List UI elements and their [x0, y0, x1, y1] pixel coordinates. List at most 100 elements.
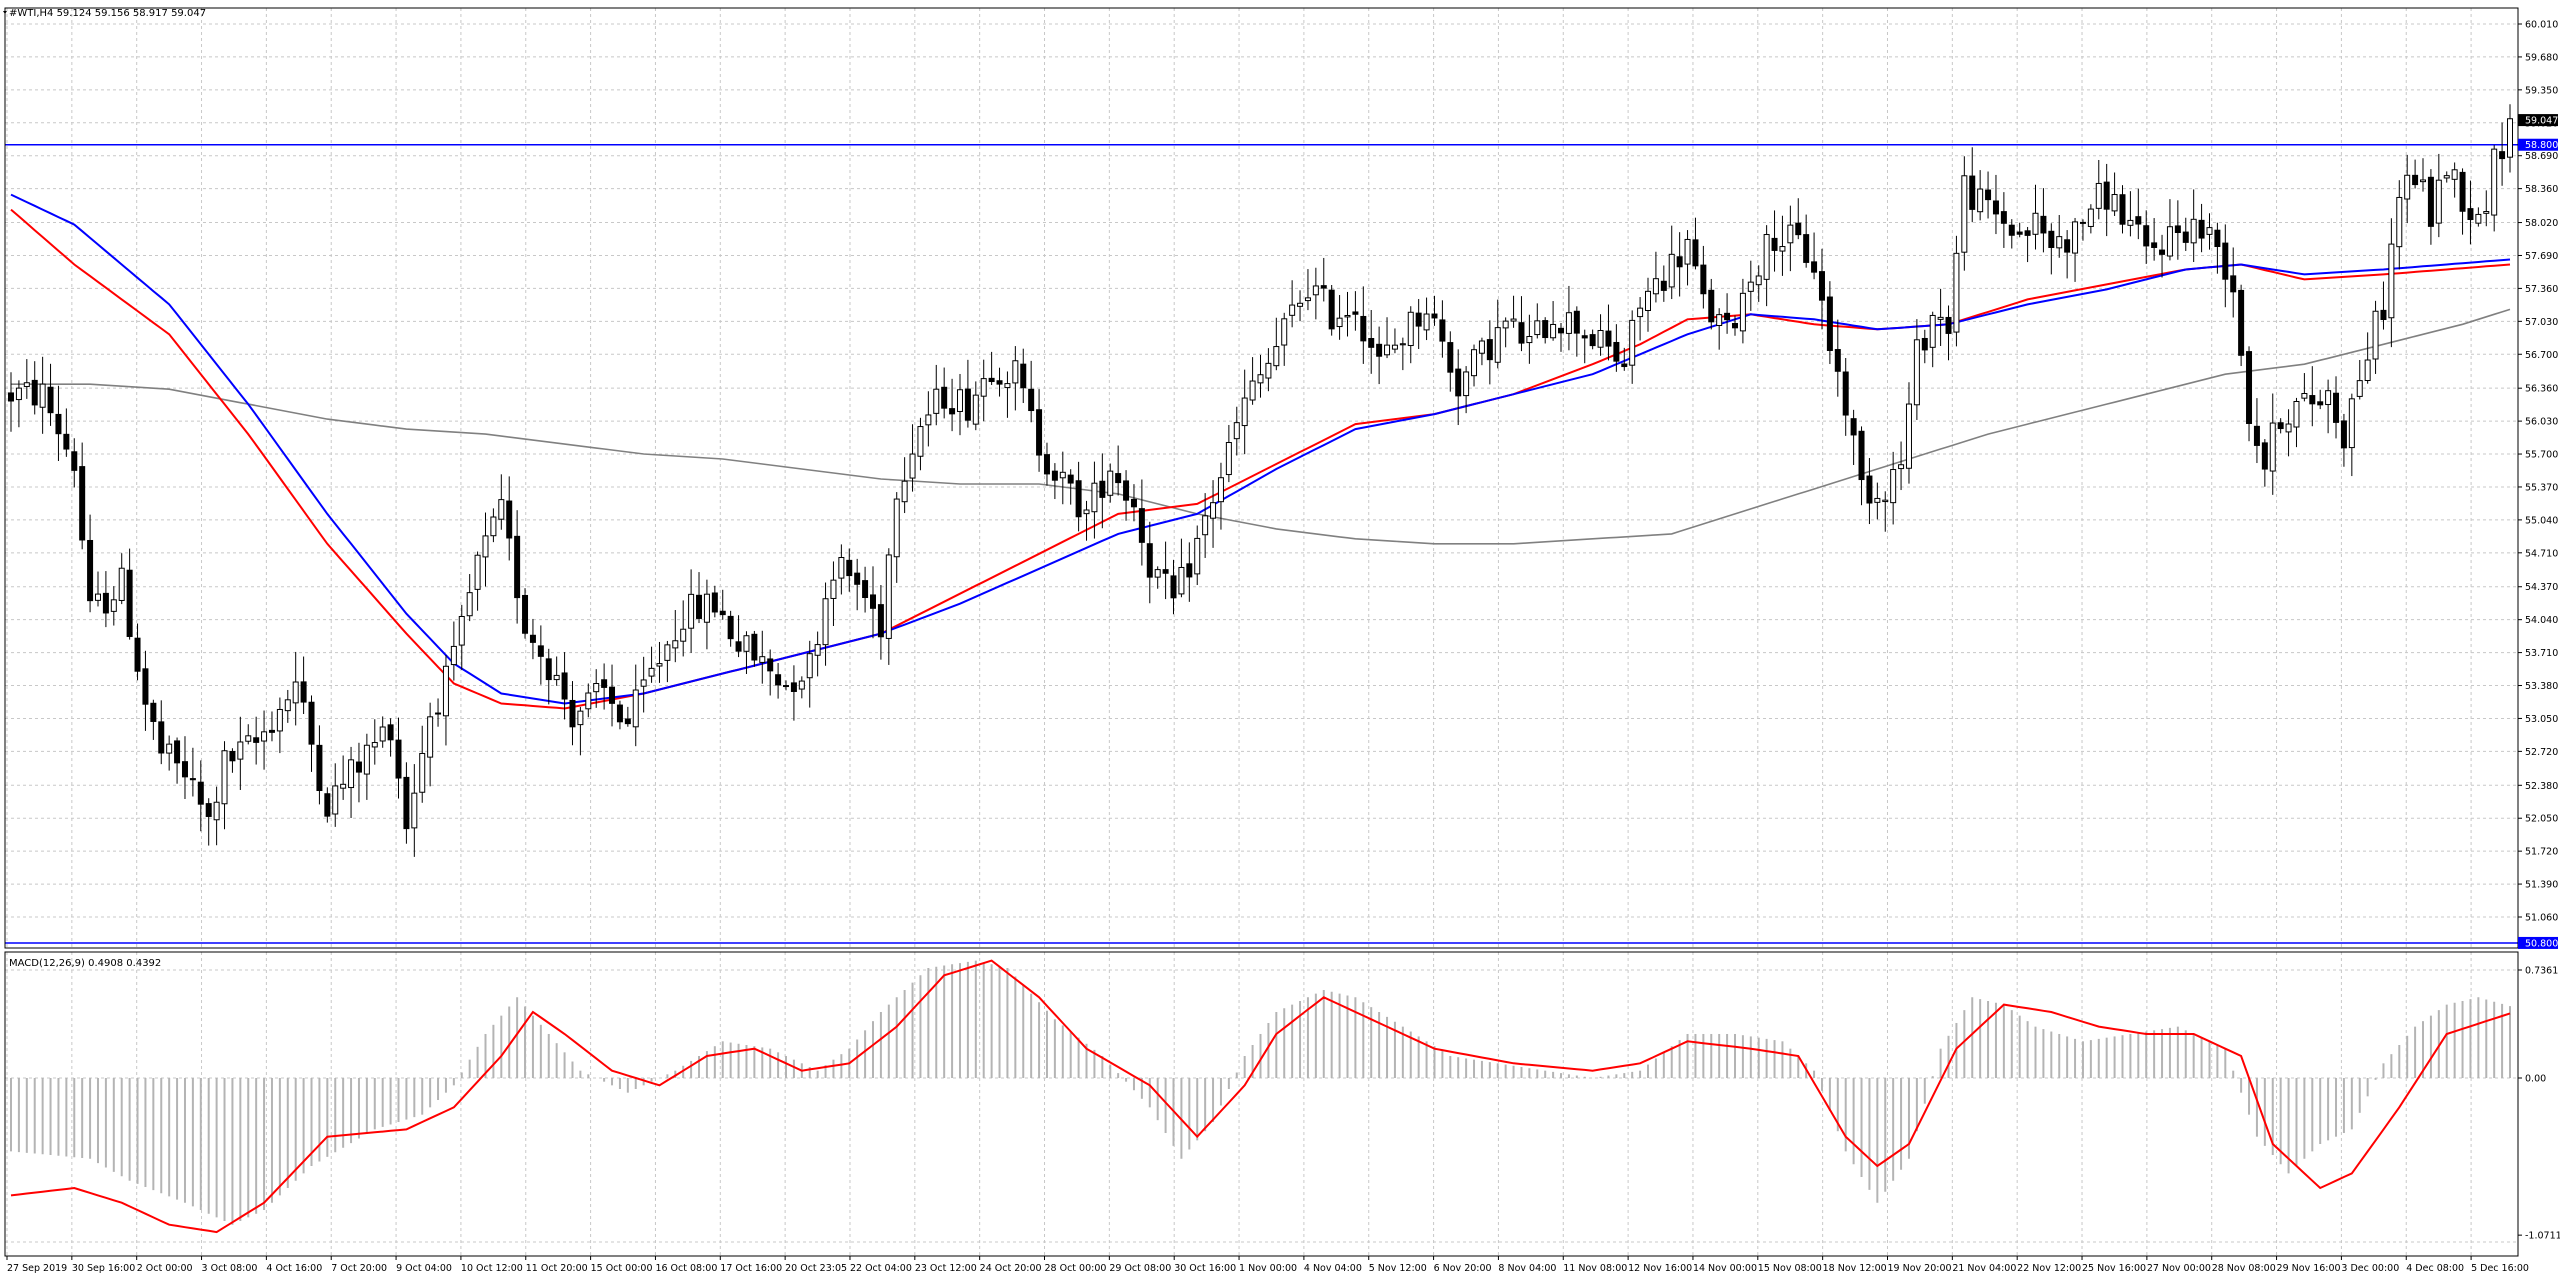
candle-body	[1708, 289, 1715, 323]
candle-body	[427, 716, 434, 758]
candle-body	[174, 740, 181, 764]
candle-body	[1225, 442, 1232, 476]
candle-body	[2040, 215, 2047, 234]
candle-body	[1043, 454, 1050, 475]
candle-body	[2222, 242, 2229, 280]
candle-body	[1249, 380, 1256, 401]
candle-body	[1012, 360, 1019, 384]
time-tick-label: 10 Oct 12:00	[461, 1263, 523, 1274]
candle-body	[348, 759, 355, 789]
candle-body	[529, 634, 536, 643]
candle-body	[245, 735, 252, 742]
candle-body	[2008, 224, 2015, 236]
candle-body	[1724, 312, 1731, 321]
time-tick-label: 6 Nov 20:00	[1434, 1263, 1492, 1274]
candle-body	[419, 752, 426, 793]
candle-body	[1613, 341, 1620, 362]
candle-body	[1913, 339, 1920, 406]
price-tick-label: 51.390	[2525, 880, 2558, 891]
candle-body	[561, 672, 568, 700]
candle-body	[751, 633, 758, 661]
candle-body	[862, 580, 869, 599]
candle-body	[1842, 371, 1849, 416]
candle-body	[1977, 188, 1984, 213]
price-tick-label: 59.350	[2525, 85, 2558, 96]
candle-body	[2301, 393, 2308, 399]
candle-body	[743, 635, 750, 652]
candle-body	[2198, 219, 2205, 239]
candle-body	[609, 686, 616, 704]
time-tick-label: 7 Oct 20:00	[331, 1263, 387, 1274]
candle-body	[759, 656, 766, 663]
candle-body	[972, 394, 979, 425]
current-price-label-bg	[2518, 114, 2558, 127]
candle-body	[1352, 311, 1359, 315]
candle-body	[664, 644, 671, 661]
candle-body	[213, 801, 220, 821]
time-tick-label: 4 Oct 16:00	[266, 1263, 322, 1274]
candle-body	[1083, 509, 1090, 515]
time-tick-label: 29 Nov 16:00	[2277, 1263, 2341, 1274]
candle-body	[1645, 290, 1652, 312]
candle-body	[142, 668, 149, 705]
candle-body	[2230, 275, 2237, 293]
candle-body	[2032, 212, 2039, 235]
price-axis: 60.01059.68059.35059.02058.69058.36058.0…	[2518, 20, 2558, 949]
price-tick-label: 54.370	[2525, 582, 2558, 593]
candle-body	[47, 386, 54, 414]
hline-upper-label-bg	[2518, 138, 2558, 151]
candle-body	[8, 392, 14, 402]
candle-body	[822, 598, 829, 646]
candle-body	[466, 592, 473, 617]
candle-body	[2443, 175, 2450, 179]
candle-body	[300, 681, 307, 703]
candle-body	[806, 653, 813, 679]
candle-body	[1953, 252, 1960, 333]
horizontal-lines[interactable]	[5, 143, 2518, 944]
candle-body	[585, 692, 592, 710]
candle-body	[1051, 470, 1058, 481]
candle-body	[1486, 339, 1493, 361]
candle-body	[2285, 423, 2292, 433]
candle-body	[672, 640, 679, 649]
candle-body	[1463, 371, 1470, 397]
candle-body	[2325, 390, 2332, 406]
candle-body	[197, 781, 204, 805]
candle-body	[395, 739, 402, 779]
candle-body	[2135, 216, 2142, 225]
time-axis: 27 Sep 2019 30 Sep 16:00 2 Oct 00:00 3 Oct …	[6, 1256, 2529, 1274]
candle-body	[1542, 320, 1549, 339]
candle-body	[1534, 320, 1541, 336]
candle-body	[371, 742, 378, 748]
price-tick-label: 51.060	[2525, 913, 2558, 924]
candle-body	[901, 480, 908, 503]
candle-body	[181, 761, 188, 778]
candle-body	[1834, 349, 1841, 372]
candle-body	[1550, 323, 1557, 339]
candle-body	[838, 557, 845, 579]
time-tick-label: 30 Sep 16:00	[72, 1263, 135, 1274]
candle-body	[656, 663, 663, 667]
candle-body	[1558, 327, 1565, 334]
candle-body	[1455, 368, 1462, 397]
candle-body	[1368, 338, 1375, 348]
candle-body	[988, 377, 995, 383]
candle-body	[1787, 224, 1794, 244]
candle-body	[1874, 497, 1881, 503]
candle-body	[1273, 346, 1280, 367]
candle-body	[727, 615, 734, 640]
candle-body	[1803, 234, 1810, 263]
candle-body	[458, 616, 465, 646]
time-tick-label: 28 Nov 08:00	[2212, 1263, 2276, 1274]
candle-body	[1771, 237, 1778, 251]
candle-body	[2467, 208, 2474, 221]
candle-body	[2348, 398, 2355, 449]
candle-body	[237, 741, 244, 760]
candle-body	[158, 721, 165, 754]
candle-body	[308, 701, 315, 745]
time-tick-label: 30 Oct 16:00	[1174, 1263, 1236, 1274]
candle-body	[719, 610, 726, 616]
candle-body	[2333, 392, 2340, 423]
